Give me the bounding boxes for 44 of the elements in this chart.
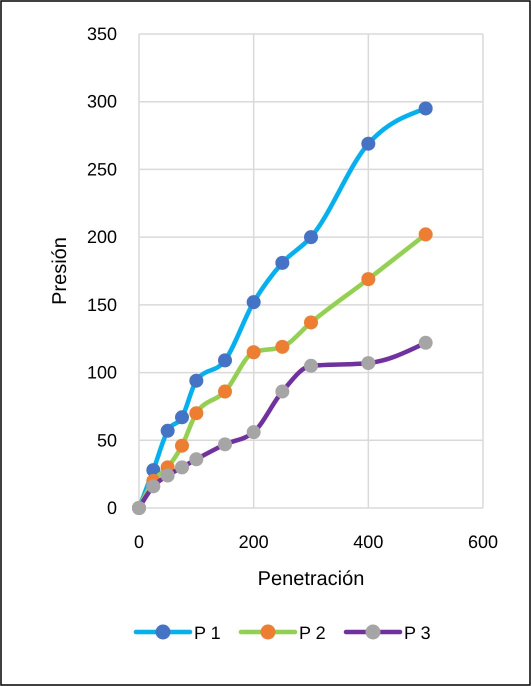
x-axis-title: Penetración: [258, 568, 364, 590]
x-tick-label: 200: [238, 532, 269, 552]
point: [175, 438, 189, 453]
point: [189, 452, 204, 466]
legend-label: P 1: [194, 623, 221, 643]
point: [275, 256, 290, 270]
point: [275, 340, 290, 354]
point: [218, 437, 232, 452]
point: [175, 410, 189, 424]
point: [418, 336, 433, 350]
x-tick-label: 600: [468, 532, 498, 552]
point: [218, 353, 232, 368]
legend-label: P 2: [299, 623, 326, 643]
point: [304, 230, 318, 244]
point: [418, 227, 433, 242]
x-tick-label: 0: [134, 532, 144, 552]
point: [418, 101, 433, 116]
point: [146, 479, 160, 494]
point: [304, 315, 318, 330]
point: [361, 356, 376, 370]
point: [361, 272, 376, 286]
y-tick-label: 300: [86, 92, 117, 112]
point: [361, 136, 376, 151]
point: [189, 406, 204, 420]
y-tick-label: 250: [86, 159, 117, 180]
y-tick-label: 50: [96, 430, 117, 450]
y-axis-title: Presión: [49, 237, 71, 305]
point: [175, 460, 189, 474]
y-tick-label: 200: [86, 227, 117, 248]
point: [160, 468, 175, 482]
y-tick-label: 150: [86, 294, 117, 315]
point: [246, 345, 261, 360]
y-tick-label: 350: [86, 24, 117, 44]
x-tick-label: 400: [353, 532, 384, 552]
legend-label: P 3: [404, 623, 431, 643]
point: [246, 425, 261, 440]
y-tick-label: 100: [86, 362, 117, 383]
point: [160, 424, 175, 438]
point: [218, 384, 232, 399]
point: [189, 374, 204, 388]
point: [246, 295, 261, 310]
y-tick-label: 0: [106, 498, 117, 518]
point: [275, 384, 290, 399]
point: [304, 358, 318, 373]
